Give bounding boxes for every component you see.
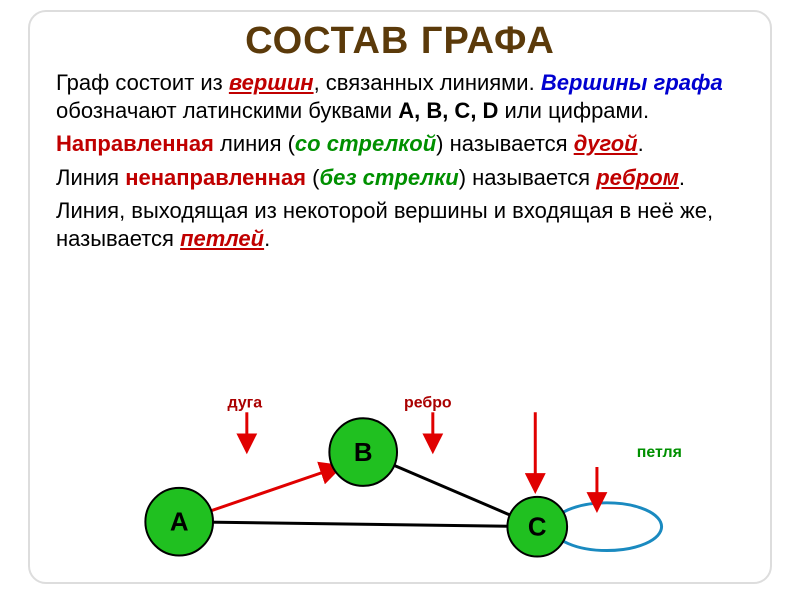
slide-title: СОСТАВ ГРАФА [56, 20, 744, 63]
p3-t2: ( [306, 165, 319, 190]
keyword-petley: петлей [180, 226, 264, 251]
p4-t1: Линия, выходящая из некоторой вершины и … [56, 198, 713, 251]
node-b-label: В [354, 439, 373, 467]
p1-abcd: А, B, C, D [398, 98, 498, 123]
label-rebro: ребро [404, 394, 452, 411]
paragraph-4: Линия, выходящая из некоторой вершины и … [56, 197, 744, 252]
keyword-bez-strelki: без стрелки [319, 165, 458, 190]
p2-t3: . [638, 131, 644, 156]
node-a-label: А [170, 509, 189, 537]
paragraph-3: Линия ненаправленная (без стрелки) назыв… [56, 164, 744, 192]
slide-frame: СОСТАВ ГРАФА Граф состоит из вершин, свя… [28, 10, 772, 584]
paragraph-1: Граф состоит из вершин, связанных линиям… [56, 69, 744, 124]
p3-t4: . [679, 165, 685, 190]
keyword-nenapravlennaya: ненаправленная [125, 165, 306, 190]
keyword-dugoy: дугой [574, 131, 638, 156]
p4-t2: . [264, 226, 270, 251]
node-c-label: С [528, 514, 547, 542]
edge-a-c [179, 522, 537, 527]
p1-t3: обозначают латинскими буквами [56, 98, 398, 123]
label-duga: дуга [228, 394, 263, 411]
loop-c [552, 503, 661, 551]
keyword-vershin: вершин [229, 70, 314, 95]
keyword-napravlennaya: Направленная [56, 131, 214, 156]
keyword-rebrom: ребром [596, 165, 679, 190]
p3-t3: ) называется [459, 165, 597, 190]
p2-t1: линия ( [214, 131, 295, 156]
p2-t2: ) называется [436, 131, 574, 156]
p1-t2: , связанных линиями. [314, 70, 541, 95]
keyword-vershiny-grafa: Вершины графа [541, 70, 723, 95]
label-petlya: петля [637, 444, 682, 461]
p1-t1: Граф состоит из [56, 70, 229, 95]
keyword-so-strelkoy: со стрелкой [295, 131, 436, 156]
p1-t4: или цифрами. [498, 98, 649, 123]
p3-t1: Линия [56, 165, 125, 190]
paragraph-2: Направленная линия (со стрелкой) называе… [56, 130, 744, 158]
graph-diagram: А В Сдуга ребро петля [30, 352, 770, 582]
